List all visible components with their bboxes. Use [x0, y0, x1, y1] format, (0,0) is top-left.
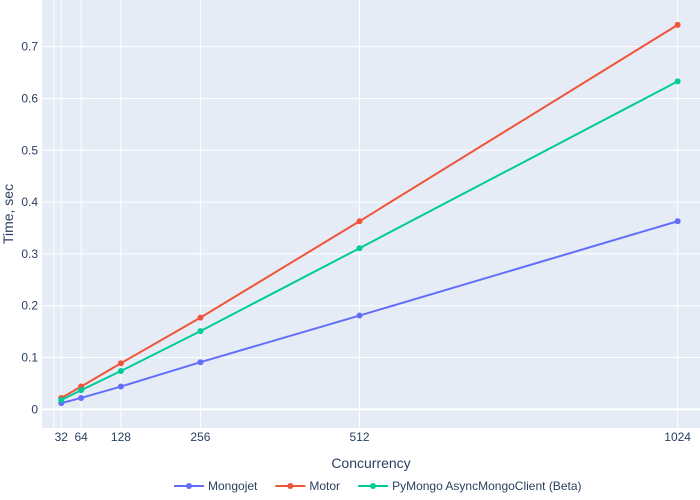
y-tick-label: 0.4: [21, 195, 38, 209]
x-tick-label: 128: [111, 430, 131, 444]
tick-labels: 32 64 128 256 512 1024 0 0.1 0.2 0.3 0.4 0.5 0.6 0.7: [21, 40, 691, 444]
data-point: [356, 312, 363, 319]
data-point: [674, 218, 681, 225]
x-tick-label: 64: [74, 430, 88, 444]
legend-swatch-marker: [370, 483, 377, 489]
series-line-0: [61, 220, 678, 405]
x-tick-label: 256: [190, 430, 210, 444]
legend[interactable]: Mongojet Motor PyMongo AsyncMongoClient (B…: [174, 479, 582, 493]
legend-label: Mongojet: [208, 479, 258, 493]
legend-item[interactable]: PyMongo AsyncMongoClient (Beta): [358, 479, 582, 493]
y-tick-label: 0.1: [21, 351, 38, 365]
data-point: [197, 314, 204, 321]
series-lines: [58, 21, 681, 407]
legend-swatch-marker: [287, 483, 294, 489]
data-point: [197, 328, 204, 335]
data-point: [117, 360, 124, 367]
series-line-2: [60, 80, 679, 401]
legend-label: Motor: [309, 479, 340, 493]
y-tick-label: 0.5: [21, 143, 38, 157]
legend-item[interactable]: Motor: [275, 479, 340, 493]
grid-lines: [42, 0, 700, 428]
x-tick-label: 512: [349, 430, 369, 444]
data-point: [674, 21, 681, 28]
data-point: [117, 383, 124, 390]
series-line-1: [60, 24, 679, 399]
data-point: [78, 387, 85, 394]
data-point: [356, 218, 363, 225]
legend-swatch-marker: [186, 483, 192, 489]
x-tick-label: 32: [55, 430, 69, 444]
y-tick-label: 0.7: [21, 40, 38, 54]
x-axis-title: Concurrency: [331, 455, 410, 471]
y-axis-title: Time, sec: [0, 184, 16, 244]
y-tick-label: 0.3: [21, 247, 38, 261]
data-point: [197, 359, 204, 366]
y-tick-label: 0.2: [21, 299, 38, 313]
data-point: [58, 397, 65, 404]
x-tick-label: 1024: [664, 430, 691, 444]
legend-label: PyMongo AsyncMongoClient (Beta): [392, 479, 581, 493]
data-point: [78, 394, 85, 401]
y-tick-label: 0: [31, 402, 38, 416]
data-point: [117, 368, 124, 375]
data-point: [356, 245, 363, 252]
data-point: [674, 78, 681, 85]
legend-item[interactable]: Mongojet: [174, 479, 258, 493]
y-tick-label: 0.6: [21, 91, 38, 105]
